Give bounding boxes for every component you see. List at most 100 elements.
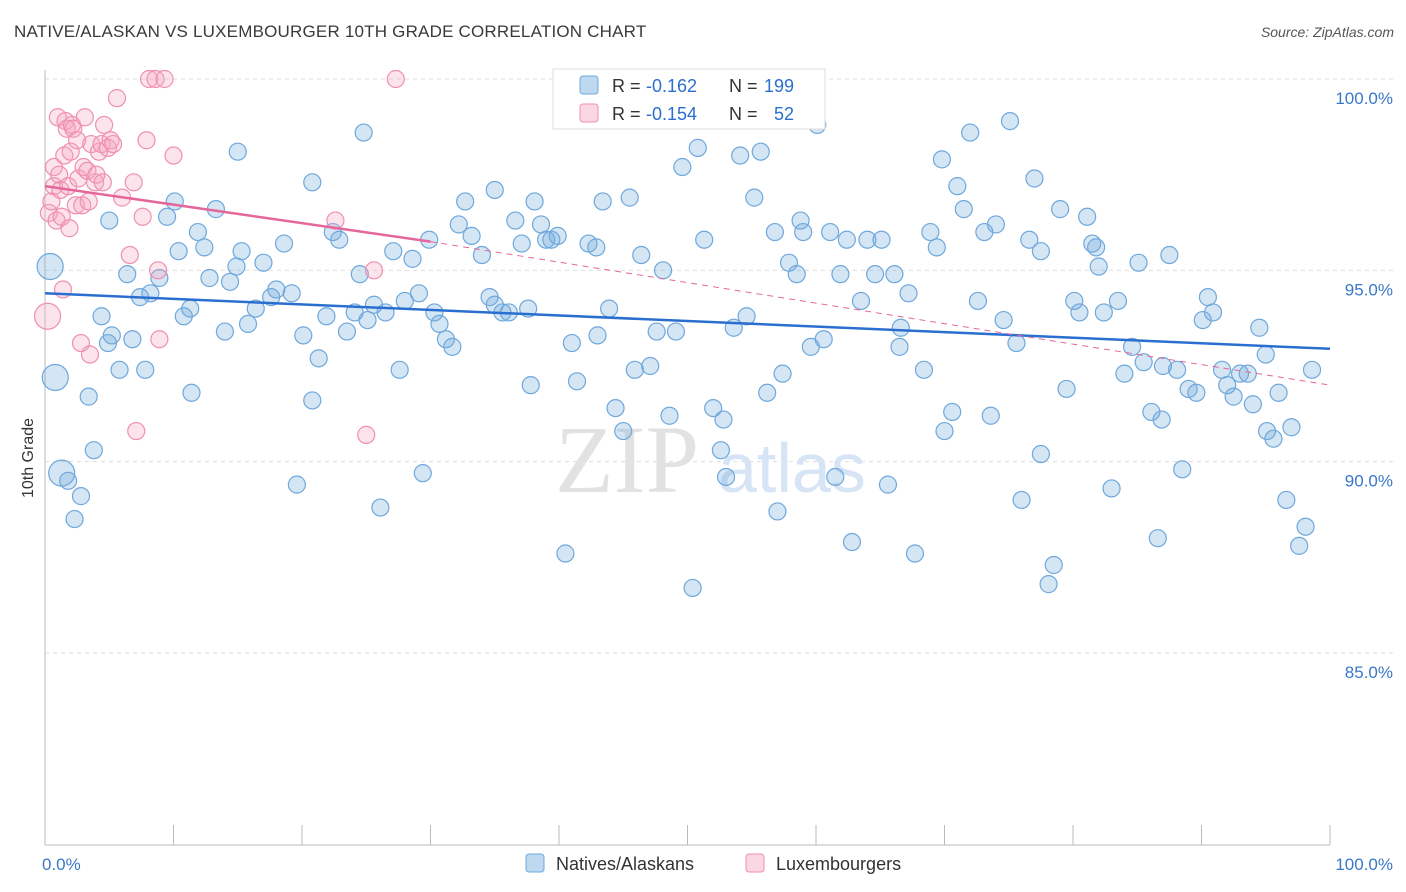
native-point-131 <box>921 222 940 242</box>
series-legend: Natives/Alaskans Luxembourgers <box>525 853 901 874</box>
native-point-18 <box>157 207 177 226</box>
native-point-157 <box>1089 257 1108 276</box>
native-point-154 <box>1070 303 1089 322</box>
native-point-151 <box>1051 200 1070 219</box>
native-point-159 <box>1102 479 1121 498</box>
native-point-31 <box>238 314 258 334</box>
luxembourger-point-17 <box>64 119 83 138</box>
native-point-95 <box>673 157 692 177</box>
x-tick-label-0: 0.0% <box>42 855 81 874</box>
luxembourger-point-50 <box>164 146 183 165</box>
native-point-11 <box>110 360 129 379</box>
native-point-190 <box>1302 360 1322 379</box>
native-point-178 <box>1224 387 1243 406</box>
native-point-1 <box>41 363 69 392</box>
native-point-27 <box>215 322 234 341</box>
native-point-187 <box>1282 418 1301 437</box>
native-point-80 <box>567 372 587 391</box>
native-point-91 <box>647 322 666 341</box>
native-point-127 <box>891 318 910 337</box>
native-point-162 <box>1123 337 1142 356</box>
y-axis-label: 10th Grade <box>20 418 37 498</box>
luxembourger-point-48 <box>150 330 169 349</box>
trend-line-2 <box>430 241 1331 386</box>
luxembourger-point-52 <box>357 425 376 444</box>
native-point-208 <box>768 502 787 521</box>
native-point-20 <box>169 242 188 261</box>
native-point-195 <box>791 211 810 230</box>
luxembourger-point-49 <box>155 69 174 89</box>
native-point-184 <box>1264 429 1283 448</box>
native-point-73 <box>525 192 544 211</box>
y-tick-label-3: 85.0% <box>1345 663 1393 682</box>
luxembourger-point-34 <box>95 115 114 135</box>
native-point-153 <box>1065 291 1084 311</box>
luxembourger-point-24 <box>75 108 94 127</box>
native-point-112 <box>794 222 813 242</box>
y-tick-label-1: 95.0% <box>1345 280 1393 299</box>
luxembourger-point-38 <box>107 89 127 108</box>
native-point-122 <box>858 230 877 249</box>
legend-item-natives[interactable]: Natives/Alaskans <box>525 853 694 874</box>
native-point-82 <box>587 238 606 257</box>
luxembourger-point-0 <box>33 302 62 330</box>
native-point-170 <box>1173 460 1192 479</box>
native-point-124 <box>872 230 891 249</box>
native-point-126 <box>885 265 904 284</box>
luxembourger-point-44 <box>137 131 156 150</box>
native-point-92 <box>653 261 673 280</box>
native-point-63 <box>456 192 475 211</box>
native-point-32 <box>246 299 265 318</box>
native-point-200 <box>588 326 607 345</box>
native-point-158 <box>1094 303 1113 322</box>
native-point-86 <box>614 421 633 441</box>
luxembourger-point-53 <box>364 261 384 280</box>
native-point-61 <box>443 337 462 356</box>
luxembourger-point-43 <box>133 207 152 226</box>
series-natives <box>36 111 1322 598</box>
native-point-152 <box>1057 379 1076 399</box>
natives-swatch <box>579 75 599 95</box>
native-point-205 <box>714 410 733 429</box>
native-point-176 <box>1212 360 1232 379</box>
native-point-181 <box>1243 395 1263 414</box>
native-point-71 <box>512 234 531 253</box>
native-point-29 <box>227 257 246 276</box>
native-point-4 <box>65 509 84 529</box>
native-point-163 <box>1129 253 1148 272</box>
native-point-173 <box>1193 310 1212 330</box>
luxembourger-point-33 <box>93 173 112 192</box>
native-point-35 <box>267 280 286 299</box>
native-point-37 <box>282 284 301 303</box>
native-point-192 <box>1031 444 1050 464</box>
native-point-10 <box>102 326 121 345</box>
luxembourgers-n-label: N = <box>729 104 758 124</box>
native-point-22 <box>181 299 200 318</box>
native-point-196 <box>228 142 247 161</box>
native-point-24 <box>195 238 214 257</box>
native-point-117 <box>826 467 845 487</box>
trend-line-1 <box>44 184 431 243</box>
native-point-0 <box>36 252 64 281</box>
native-point-59 <box>430 314 449 334</box>
native-point-90 <box>641 356 660 376</box>
native-point-47 <box>350 265 369 284</box>
native-point-23 <box>188 222 208 242</box>
native-point-133 <box>935 421 954 441</box>
native-point-166 <box>1148 529 1167 548</box>
source-credit: Source: ZipAtlas.com <box>1260 24 1394 40</box>
x-tick-label-1: 100.0% <box>1335 855 1393 874</box>
legend-item-luxembourgers[interactable]: Luxembourgers <box>745 853 901 874</box>
axes <box>44 70 1331 846</box>
natives-r-value: -0.162 <box>646 76 697 96</box>
native-point-169 <box>1167 360 1187 379</box>
natives-n-label: N = <box>729 76 758 96</box>
native-point-135 <box>948 177 967 196</box>
native-point-107 <box>758 383 777 402</box>
native-point-85 <box>606 398 625 418</box>
native-point-51 <box>376 303 395 322</box>
native-point-40 <box>303 391 322 410</box>
native-point-94 <box>666 322 686 341</box>
watermark-zip: ZIP <box>555 406 699 513</box>
native-point-185 <box>1269 383 1288 402</box>
